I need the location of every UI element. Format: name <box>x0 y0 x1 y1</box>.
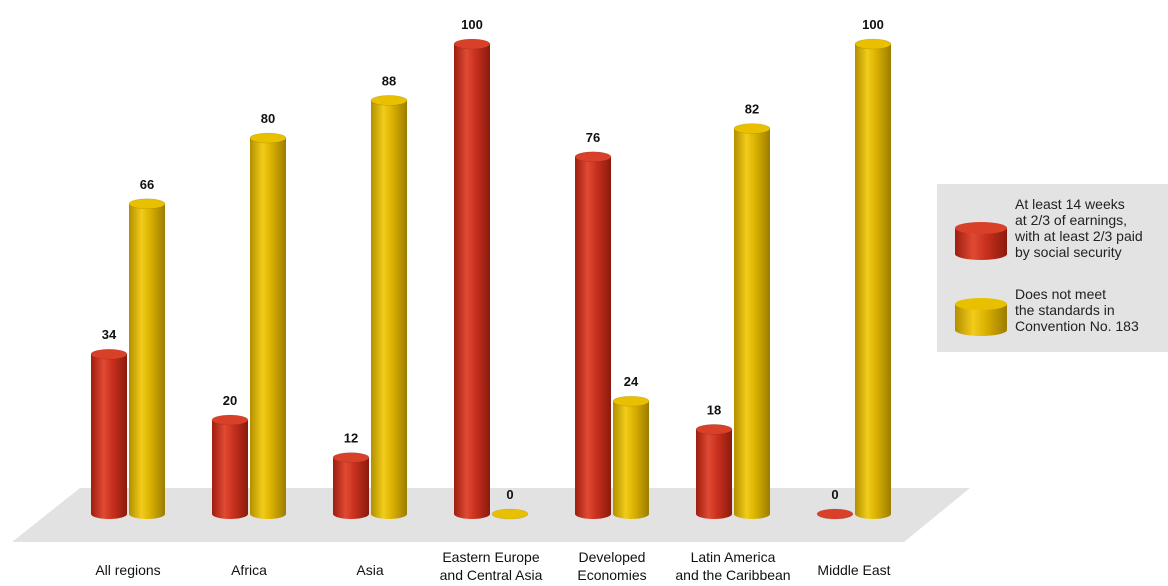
value-label-series-2-category-4: 0 <box>506 487 513 502</box>
bar-series-2-category-4 <box>491 508 529 520</box>
value-label-series-2-category-3: 88 <box>382 73 396 88</box>
value-label-series-2-category-7: 100 <box>862 17 884 32</box>
bar-series-2-category-7 <box>854 38 892 519</box>
bars-group <box>90 38 892 520</box>
category-label-3: Asia <box>356 562 383 578</box>
bar-series-2-category-6 <box>733 123 771 519</box>
category-label-2: Africa <box>231 562 267 578</box>
value-label-series-1-category-3: 12 <box>344 431 358 446</box>
legend-label-series-1: At least 14 weeks at 2/3 of earnings, wi… <box>1015 196 1143 260</box>
value-label-series-1-category-7: 0 <box>831 487 838 502</box>
value-label-series-1-category-6: 18 <box>707 402 721 417</box>
category-label-4: Eastern Europe and Central Asia <box>440 549 543 583</box>
category-label-5: Developed Economies <box>577 549 646 583</box>
bar-series-1-category-5 <box>574 151 612 519</box>
bar-series-1-category-2 <box>211 414 249 519</box>
bar-series-2-category-2 <box>249 132 287 519</box>
bar-series-2-category-1 <box>128 198 166 519</box>
category-label-6: Latin America and the Caribbean <box>675 549 790 583</box>
bar-series-1-category-6 <box>695 424 733 519</box>
legend: At least 14 weeks at 2/3 of earnings, wi… <box>937 184 1168 352</box>
bar-series-1-category-4 <box>453 38 491 519</box>
yellow-cylinder-icon <box>955 298 1007 336</box>
value-label-series-2-category-6: 82 <box>745 102 759 117</box>
legend-label-series-2: Does not meet the standards in Conventio… <box>1015 286 1139 334</box>
red-cylinder-icon <box>955 222 1007 260</box>
bar-series-2-category-3 <box>370 95 408 519</box>
bar-series-1-category-7 <box>816 508 854 520</box>
value-labels-group: 34 66 20 80 12 88 100 0 76 24 18 82 0 100 <box>102 17 884 502</box>
bar-series-1-category-3 <box>332 452 370 519</box>
category-label-7: Middle East <box>817 562 890 578</box>
value-label-series-1-category-4: 100 <box>461 17 483 32</box>
value-label-series-2-category-5: 24 <box>624 374 639 389</box>
bar-series-2-category-5 <box>612 395 650 519</box>
value-label-series-1-category-2: 20 <box>223 393 237 408</box>
value-label-series-1-category-5: 76 <box>586 130 600 145</box>
legend-item-series-1: At least 14 weeks at 2/3 of earnings, wi… <box>937 196 1168 288</box>
legend-item-series-2: Does not meet the standards in Conventio… <box>937 286 1168 348</box>
category-labels-group: All regions Africa Asia Eastern Europe and C… <box>95 549 890 583</box>
value-label-series-1-category-1: 34 <box>102 327 117 342</box>
category-label-1: All regions <box>95 562 160 578</box>
value-label-series-2-category-1: 66 <box>140 177 154 192</box>
value-label-series-2-category-2: 80 <box>261 111 275 126</box>
bar-series-1-category-1 <box>90 348 128 519</box>
